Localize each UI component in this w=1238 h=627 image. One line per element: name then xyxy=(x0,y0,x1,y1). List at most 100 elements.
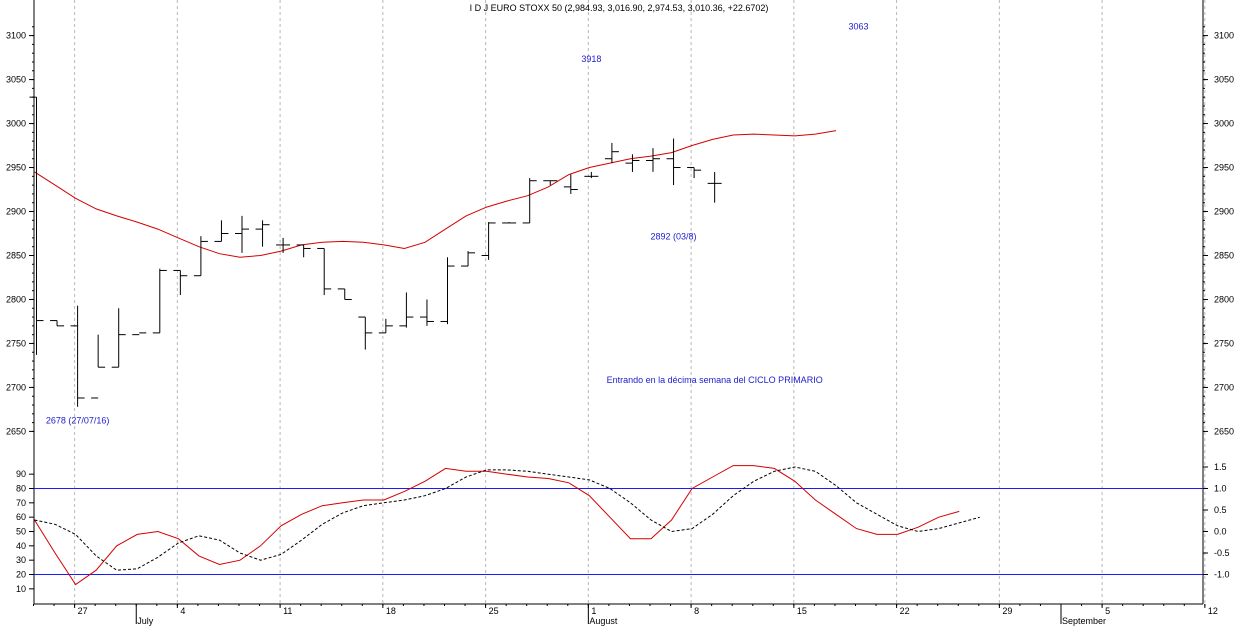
x-month-label: July xyxy=(137,616,154,626)
right-price-tick-label: 3100 xyxy=(1214,31,1234,41)
ohlc-bar xyxy=(358,316,373,350)
annotation-label: 2892 (03/8) xyxy=(651,232,697,242)
ohlc-bar xyxy=(481,222,496,260)
left-osc-tick-label: 70 xyxy=(16,498,26,508)
ohlc-bar xyxy=(440,257,455,325)
left-osc-tick-label: 20 xyxy=(16,570,26,580)
moving-average-line xyxy=(34,130,837,258)
right-osc-tick-label: 0.5 xyxy=(1214,505,1227,515)
right-price-tick-label: 2850 xyxy=(1214,250,1234,260)
ohlc-bar xyxy=(214,220,229,242)
left-axis: 2650270027502800285029002950300030503100… xyxy=(6,26,34,594)
left-osc-tick-label: 40 xyxy=(16,541,26,551)
ohlc-bar xyxy=(563,174,578,194)
oscillator-signal-line xyxy=(34,466,980,571)
right-price-tick-label: 2900 xyxy=(1214,207,1234,217)
ohlc-bar xyxy=(91,334,106,399)
x-day-tick-label: 29 xyxy=(1002,606,1012,616)
moving-average xyxy=(34,130,837,258)
ohlc-bar xyxy=(317,247,332,296)
ohlc-bar xyxy=(666,138,681,186)
right-price-tick-label: 2750 xyxy=(1214,338,1234,348)
ohlc-bar xyxy=(111,308,126,368)
ohlc-bar xyxy=(543,180,558,186)
right-price-tick-label: 2650 xyxy=(1214,426,1234,436)
ohlc-bar xyxy=(132,332,147,336)
left-price-tick-label: 2750 xyxy=(6,338,26,348)
left-osc-tick-label: 80 xyxy=(16,484,26,494)
x-day-tick-label: 11 xyxy=(283,606,292,616)
ohlc-bar xyxy=(399,292,414,328)
ohlc-bar xyxy=(193,236,208,277)
right-osc-tick-label: 1.5 xyxy=(1214,462,1227,472)
ohlc-bar xyxy=(461,251,476,267)
ohlc-bar xyxy=(276,237,291,253)
left-price-tick-label: 2650 xyxy=(6,426,26,436)
ohlc-bar xyxy=(70,305,85,407)
ohlc-bar xyxy=(337,288,352,300)
price-bars xyxy=(29,96,722,407)
ohlc-bar xyxy=(584,171,599,179)
oscillator xyxy=(34,465,1203,586)
left-osc-tick-label: 10 xyxy=(16,584,26,594)
x-day-tick-label: 1 xyxy=(591,606,596,616)
right-osc-tick-label: 1.0 xyxy=(1214,484,1227,494)
left-osc-tick-label: 30 xyxy=(16,555,26,565)
ohlc-bar xyxy=(378,318,393,334)
annotation-label: 2678 (27/07/16) xyxy=(46,415,110,425)
ohlc-bar xyxy=(646,148,660,172)
right-price-tick-label: 2800 xyxy=(1214,294,1234,304)
right-price-tick-label: 3000 xyxy=(1214,119,1234,129)
left-price-tick-label: 3100 xyxy=(6,31,26,41)
left-price-tick-label: 2950 xyxy=(6,163,26,173)
ohlc-bar xyxy=(255,220,270,247)
left-price-tick-label: 2900 xyxy=(6,207,26,217)
ohlc-bar xyxy=(687,167,702,179)
left-osc-tick-label: 50 xyxy=(16,527,26,537)
left-price-tick-label: 3000 xyxy=(6,119,26,129)
annotation-label: 3918 xyxy=(581,54,601,64)
left-price-tick-label: 2800 xyxy=(6,294,26,304)
left-osc-tick-label: 90 xyxy=(16,469,26,479)
oscillator-line xyxy=(34,465,960,586)
x-day-tick-label: 18 xyxy=(386,606,396,616)
x-day-tick-label: 8 xyxy=(694,606,699,616)
x-month-label: September xyxy=(1062,616,1106,626)
x-day-tick-label: 25 xyxy=(489,606,499,616)
ohlc-bar xyxy=(29,96,44,355)
x-day-tick-label: 15 xyxy=(797,606,807,616)
chart-title: I D J EURO STOXX 50 (2,984.93, 3,016.90,… xyxy=(470,3,769,13)
left-osc-tick-label: 60 xyxy=(16,512,26,522)
x-day-tick-label: 12 xyxy=(1208,606,1218,616)
x-day-tick-label: 27 xyxy=(78,606,88,616)
ohlc-bar xyxy=(419,299,434,326)
right-osc-tick-label: -0.5 xyxy=(1214,548,1230,558)
ohlc-bar xyxy=(625,154,640,172)
right-price-tick-label: 2700 xyxy=(1214,382,1234,392)
ohlc-bar xyxy=(502,222,517,224)
x-day-tick-label: 22 xyxy=(900,606,910,616)
right-price-tick-label: 2950 xyxy=(1214,163,1234,173)
ohlc-bar xyxy=(152,268,167,334)
annotation-label: 3063 xyxy=(848,21,868,31)
annotations: 3918 3063 2892 (03/8) 2678 (27/07/16) Entran… xyxy=(46,21,869,425)
left-price-tick-label: 2850 xyxy=(6,250,26,260)
x-day-tick-label: 5 xyxy=(1105,606,1110,616)
right-price-tick-label: 3050 xyxy=(1214,75,1234,85)
right-osc-tick-label: -1.0 xyxy=(1214,570,1230,580)
ohlc-bar xyxy=(296,244,311,258)
annotation-label: Entrando en la décima semana del CICLO P… xyxy=(607,375,823,385)
left-price-tick-label: 2700 xyxy=(6,382,26,392)
ohlc-bar xyxy=(707,171,722,203)
right-osc-tick-label: 0.0 xyxy=(1214,527,1227,537)
ohlc-bar xyxy=(173,269,188,296)
ohlc-bar xyxy=(604,142,619,164)
x-day-tick-label: 4 xyxy=(180,606,185,616)
ohlc-bar xyxy=(235,215,249,253)
ohlc-bar xyxy=(50,320,65,327)
ohlc-bar xyxy=(522,178,537,224)
